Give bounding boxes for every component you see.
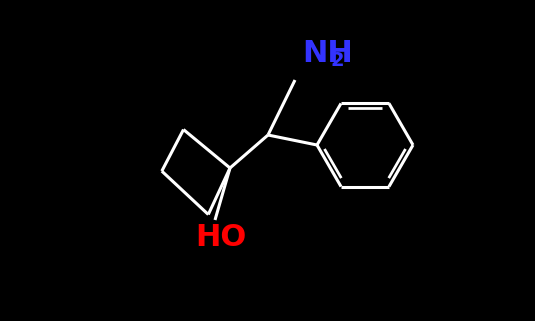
Text: NH: NH — [302, 39, 353, 67]
Text: HO: HO — [195, 223, 246, 253]
Text: 2: 2 — [331, 50, 345, 70]
